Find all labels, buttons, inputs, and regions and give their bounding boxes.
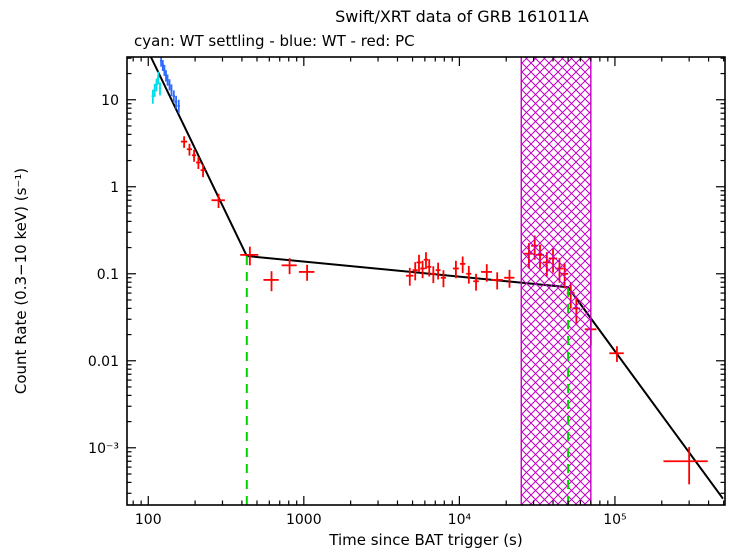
x-tick-label: 10⁴	[448, 512, 472, 528]
data-point	[452, 260, 459, 279]
wt-series	[160, 57, 181, 114]
data-point	[186, 143, 192, 156]
data-point	[160, 57, 163, 67]
data-point	[153, 83, 156, 97]
data-point	[427, 259, 432, 277]
data-point	[481, 264, 492, 282]
data-point	[157, 71, 160, 85]
data-point	[155, 78, 158, 92]
y-axis-label: Count Rate (0.3−10 keV) (s⁻¹)	[12, 168, 30, 394]
data-point	[191, 149, 197, 162]
data-point	[263, 271, 279, 292]
data-point	[459, 256, 466, 274]
wt-settling-series	[151, 71, 162, 104]
data-point	[158, 82, 162, 96]
data-point	[473, 273, 479, 291]
data-point	[435, 262, 441, 280]
y-tick-label: 10⁻³	[88, 441, 119, 457]
data-point	[423, 252, 429, 270]
x-tick-label: 1000	[286, 512, 322, 528]
data-point	[211, 193, 225, 209]
fit-model-line	[150, 56, 724, 500]
data-point	[466, 265, 472, 284]
data-point	[420, 260, 425, 279]
data-point	[196, 156, 201, 170]
data-point	[174, 95, 178, 109]
plot-border	[126, 56, 726, 506]
shaded-band	[521, 57, 591, 505]
chart-title: Swift/XRT data of GRB 161011A	[335, 7, 589, 26]
data-point	[430, 266, 436, 284]
data-point	[172, 90, 175, 103]
plot-area: 100 1000 10⁴ 10⁵ 10 1 0.1 0.01 10⁻³	[88, 56, 726, 528]
data-point	[416, 254, 422, 272]
pc-series	[180, 136, 708, 485]
data-point	[151, 89, 155, 104]
data-point	[200, 164, 206, 178]
data-point	[281, 258, 297, 275]
y-tick-label: 1	[110, 180, 119, 196]
x-tick-label: 100	[135, 512, 162, 528]
data-point	[491, 272, 503, 290]
data-point	[163, 64, 166, 76]
data-point	[298, 264, 315, 281]
data-point	[504, 269, 515, 288]
y-tick-label: 0.1	[97, 267, 119, 283]
data-point	[240, 246, 259, 266]
data-point	[440, 270, 446, 288]
axis-ticks	[127, 57, 725, 505]
data-point	[168, 79, 171, 91]
y-tick-label: 10	[101, 93, 119, 109]
data-point	[609, 346, 624, 362]
data-point	[406, 267, 414, 286]
y-tick-label: 0.01	[88, 354, 119, 370]
data-point	[177, 99, 181, 114]
data-point	[180, 136, 188, 148]
chart-subtitle: cyan: WT settling - blue: WT - red: PC	[134, 32, 415, 50]
x-axis-label: Time since BAT trigger (s)	[328, 531, 522, 549]
x-tick-label: 10⁵	[603, 512, 626, 528]
data-point	[170, 84, 173, 97]
data-point	[412, 262, 418, 281]
data-point	[663, 447, 708, 485]
data-point	[166, 74, 169, 86]
